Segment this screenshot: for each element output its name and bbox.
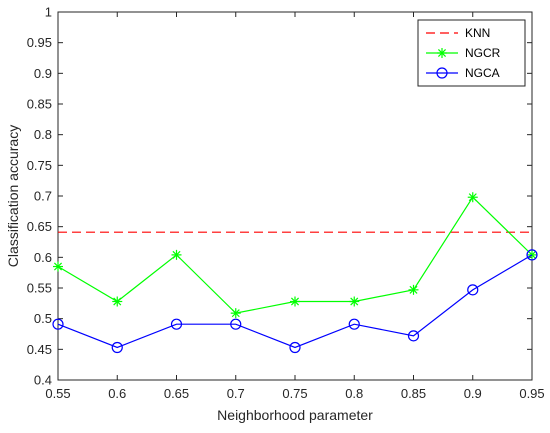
- data-point-ngca: [289, 341, 301, 354]
- data-point-ngca: [52, 318, 64, 330]
- legend-marker-ngca: [436, 67, 448, 79]
- y-tick-label: 0.95: [27, 35, 52, 50]
- data-point-ngcr: [408, 284, 419, 295]
- x-tick-label: 0.55: [45, 386, 70, 401]
- series-line-ngca: [57, 254, 533, 349]
- data-point-ngca: [467, 284, 479, 296]
- x-tick-label: 0.6: [108, 386, 126, 401]
- y-tick-label: 0.75: [27, 158, 52, 173]
- data-point-ngca: [348, 318, 360, 330]
- x-axis-label: Neighborhood parameter: [217, 407, 373, 423]
- x-tick-label: 0.95: [519, 386, 544, 401]
- data-point-ngcr: [112, 296, 123, 307]
- x-tick-label: 0.8: [345, 386, 363, 401]
- data-point-ngcr: [230, 308, 241, 319]
- x-tick-label: 0.75: [282, 386, 307, 401]
- axis-ticks: 0.55 0.6 0.65 0.7 0.75 0.8 0.85 0.9 0.95 0.4 0.45 0…: [27, 5, 545, 402]
- series-layer: [52, 192, 538, 354]
- data-point-ngca: [230, 318, 242, 330]
- legend-label-ngca: NGCA: [465, 66, 500, 80]
- y-tick-label: 0.5: [34, 311, 52, 326]
- y-tick-label: 1: [45, 5, 52, 20]
- data-point-ngcr: [467, 192, 478, 203]
- y-tick-label: 0.4: [34, 373, 52, 388]
- x-tick-label: 0.9: [464, 386, 482, 401]
- data-point-ngcr: [53, 261, 63, 272]
- y-tick-label: 0.45: [27, 342, 52, 357]
- x-tick-label: 0.7: [227, 386, 245, 401]
- legend-marker-ngcr: [437, 48, 447, 58]
- data-point-ngcr: [171, 249, 182, 260]
- data-point-ngcr: [349, 296, 360, 307]
- data-point-ngcr: [290, 296, 300, 307]
- y-tick-label: 0.8: [34, 127, 52, 142]
- y-axis-label: Classification accuracy: [5, 125, 21, 267]
- legend-label-knn: KNN: [465, 26, 490, 40]
- y-tick-label: 0.55: [27, 281, 52, 296]
- x-tick-label: 0.65: [164, 386, 189, 401]
- legend-label-ngcr: NGCR: [465, 46, 501, 60]
- legend: KNN NGCR NGCA: [417, 19, 526, 87]
- data-point-ngca: [407, 330, 420, 342]
- y-tick-label: 0.7: [34, 189, 52, 204]
- y-tick-label: 0.9: [34, 66, 52, 81]
- data-point-ngca: [526, 249, 538, 261]
- data-point-ngca: [170, 318, 183, 330]
- data-point-ngca: [111, 341, 123, 354]
- y-tick-label: 0.65: [27, 219, 52, 234]
- y-tick-label: 0.6: [34, 250, 52, 265]
- y-tick-label: 0.85: [27, 97, 52, 112]
- x-tick-label: 0.85: [401, 386, 426, 401]
